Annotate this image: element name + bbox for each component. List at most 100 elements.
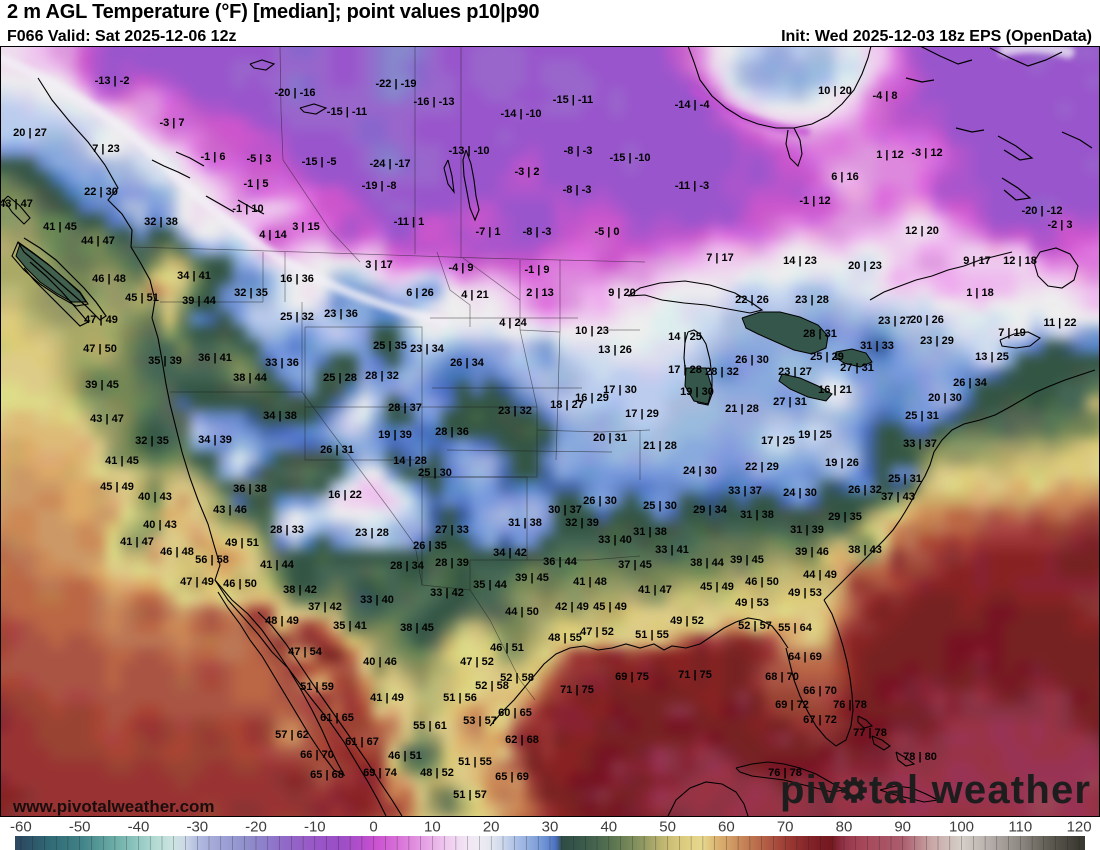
svg-text:-24 | -17: -24 | -17	[370, 158, 411, 170]
svg-text:61 | 67: 61 | 67	[345, 736, 379, 748]
svg-text:20: 20	[483, 819, 500, 836]
svg-text:52 | 58: 52 | 58	[475, 680, 509, 692]
svg-text:38 | 42: 38 | 42	[283, 584, 317, 596]
svg-text:-15 | -5: -15 | -5	[302, 156, 337, 168]
svg-text:39 | 44: 39 | 44	[182, 295, 217, 307]
svg-text:31 | 33: 31 | 33	[860, 340, 894, 352]
svg-text:33 | 40: 33 | 40	[360, 594, 394, 606]
svg-text:33 | 40: 33 | 40	[598, 534, 632, 546]
svg-text:28 | 31: 28 | 31	[803, 328, 837, 340]
svg-text:46 | 51: 46 | 51	[490, 642, 524, 654]
svg-text:49 | 52: 49 | 52	[670, 615, 704, 627]
svg-text:32 | 35: 32 | 35	[135, 435, 169, 447]
svg-text:23 | 27: 23 | 27	[878, 315, 912, 327]
svg-text:-10: -10	[304, 819, 326, 836]
svg-text:-1 | 5: -1 | 5	[243, 178, 268, 190]
svg-text:33 | 42: 33 | 42	[430, 587, 464, 599]
svg-text:-1 | 9: -1 | 9	[524, 264, 549, 276]
svg-text:33 | 41: 33 | 41	[655, 544, 689, 556]
svg-text:80: 80	[836, 819, 853, 836]
svg-text:12 | 18: 12 | 18	[1003, 255, 1037, 267]
svg-text:-1 | 12: -1 | 12	[799, 195, 830, 207]
svg-text:52 | 58: 52 | 58	[500, 672, 534, 684]
svg-text:22 | 30: 22 | 30	[84, 186, 118, 198]
svg-text:38 | 45: 38 | 45	[400, 622, 434, 634]
svg-text:-22 | -19: -22 | -19	[376, 78, 417, 90]
svg-text:10 | 23: 10 | 23	[575, 325, 609, 337]
svg-text:12 | 20: 12 | 20	[905, 225, 939, 237]
svg-text:61 | 65: 61 | 65	[320, 712, 354, 724]
svg-text:48 | 55: 48 | 55	[548, 632, 582, 644]
svg-text:38 | 43: 38 | 43	[848, 544, 882, 556]
svg-text:48 | 49: 48 | 49	[265, 615, 299, 627]
svg-text:7 | 17: 7 | 17	[706, 252, 734, 264]
svg-text:37 | 45: 37 | 45	[618, 559, 652, 571]
svg-text:32 | 38: 32 | 38	[144, 216, 178, 228]
svg-text:-11 | -3: -11 | -3	[675, 180, 709, 192]
svg-text:76 | 78: 76 | 78	[833, 699, 867, 711]
svg-text:10 | 20: 10 | 20	[818, 85, 852, 97]
svg-text:40 | 46: 40 | 46	[363, 656, 397, 668]
svg-text:23 | 36: 23 | 36	[324, 308, 358, 320]
svg-text:28 | 34: 28 | 34	[390, 560, 425, 572]
svg-text:49 | 53: 49 | 53	[788, 587, 822, 599]
svg-text:16 | 36: 16 | 36	[280, 273, 314, 285]
svg-text:36 | 41: 36 | 41	[198, 352, 232, 364]
svg-text:16 | 29: 16 | 29	[575, 392, 609, 404]
svg-text:39 | 45: 39 | 45	[85, 379, 119, 391]
svg-text:90: 90	[894, 819, 911, 836]
svg-text:77 | 78: 77 | 78	[853, 727, 887, 739]
svg-text:27 | 33: 27 | 33	[435, 524, 469, 536]
svg-text:13 | 25: 13 | 25	[975, 351, 1009, 363]
svg-text:65 | 68: 65 | 68	[310, 769, 344, 781]
svg-text:49 | 53: 49 | 53	[735, 597, 769, 609]
svg-text:25 | 29: 25 | 29	[810, 351, 844, 363]
svg-text:-4 | 8: -4 | 8	[872, 90, 897, 102]
svg-text:26 | 31: 26 | 31	[320, 444, 354, 456]
svg-text:20 | 26: 20 | 26	[910, 314, 944, 326]
svg-text:-11 | 1: -11 | 1	[394, 216, 425, 228]
svg-text:41 | 47: 41 | 47	[120, 536, 154, 548]
svg-text:46 | 48: 46 | 48	[160, 546, 194, 558]
svg-text:42 | 49: 42 | 49	[555, 601, 589, 613]
svg-text:34 | 39: 34 | 39	[198, 434, 232, 446]
svg-text:7 | 19: 7 | 19	[998, 327, 1026, 339]
svg-text:www.pivotalweather.com: www.pivotalweather.com	[12, 797, 215, 816]
svg-text:24 | 30: 24 | 30	[683, 465, 717, 477]
svg-text:76 | 78: 76 | 78	[768, 767, 802, 779]
svg-text:40 | 43: 40 | 43	[138, 491, 172, 503]
svg-text:28 | 36: 28 | 36	[435, 426, 469, 438]
svg-text:120: 120	[1067, 819, 1092, 836]
svg-text:25 | 30: 25 | 30	[643, 500, 677, 512]
svg-text:14 | 28: 14 | 28	[393, 455, 427, 467]
svg-text:26 | 32: 26 | 32	[848, 484, 882, 496]
svg-text:34 | 42: 34 | 42	[493, 547, 527, 559]
svg-text:51 | 57: 51 | 57	[453, 789, 487, 801]
svg-text:-5 | 3: -5 | 3	[246, 153, 271, 165]
svg-text:46 | 50: 46 | 50	[745, 576, 779, 588]
svg-text:-16 | -13: -16 | -13	[414, 96, 455, 108]
svg-text:-60: -60	[10, 819, 32, 836]
svg-text:35 | 39: 35 | 39	[148, 355, 182, 367]
svg-text:27 | 31: 27 | 31	[840, 362, 874, 374]
svg-text:-19 | -8: -19 | -8	[362, 180, 397, 192]
svg-text:-13 | -2: -13 | -2	[95, 75, 130, 87]
svg-text:51 | 59: 51 | 59	[300, 681, 334, 693]
svg-text:64 | 69: 64 | 69	[788, 651, 822, 663]
svg-text:49 | 51: 49 | 51	[225, 537, 259, 549]
svg-text:20 | 31: 20 | 31	[593, 432, 627, 444]
svg-text:21 | 28: 21 | 28	[643, 440, 677, 452]
svg-text:-14 | -10: -14 | -10	[501, 108, 542, 120]
svg-text:110: 110	[1008, 819, 1032, 836]
svg-text:23 | 34: 23 | 34	[410, 343, 445, 355]
svg-text:-8 | -3: -8 | -3	[564, 145, 593, 157]
svg-text:60 | 65: 60 | 65	[498, 707, 532, 719]
svg-text:26 | 34: 26 | 34	[450, 357, 485, 369]
svg-text:-8 | -3: -8 | -3	[563, 184, 592, 196]
svg-text:26 | 30: 26 | 30	[583, 495, 617, 507]
svg-text:66 | 70: 66 | 70	[803, 685, 837, 697]
svg-text:tal weather: tal weather	[869, 768, 1091, 812]
svg-text:55 | 61: 55 | 61	[413, 720, 447, 732]
svg-text:62 | 68: 62 | 68	[505, 734, 539, 746]
svg-text:18 | 27: 18 | 27	[550, 399, 584, 411]
